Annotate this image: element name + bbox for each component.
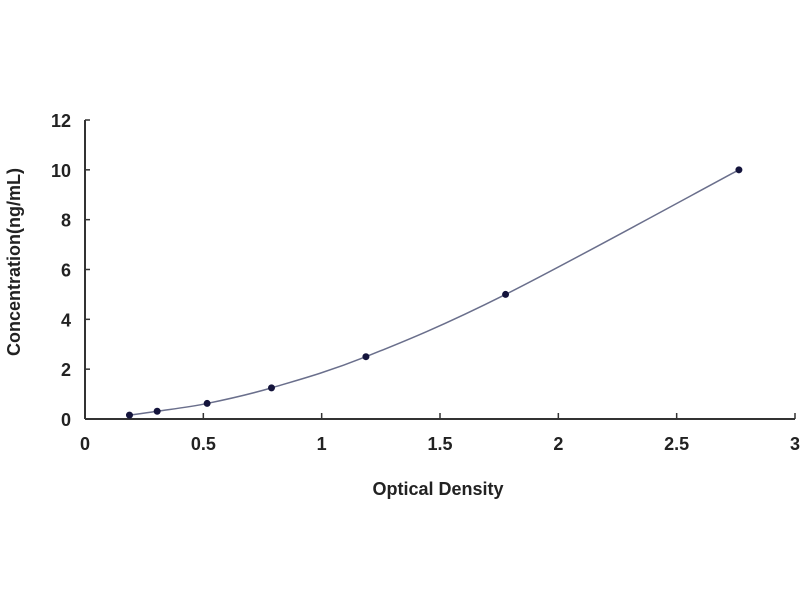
y-tick-label: 2 (61, 360, 71, 380)
data-point (267, 384, 275, 392)
x-tick-label: 1.5 (427, 434, 452, 454)
x-tick-labels: 0 0.5 1 1.5 2 2.5 3 (80, 434, 800, 454)
data-points (125, 166, 743, 419)
y-tick-label: 8 (61, 211, 71, 231)
y-axis-label: Concentration(ng/mL) (4, 168, 24, 356)
data-point (502, 290, 510, 298)
x-tick-label: 1 (317, 434, 327, 454)
x-axis-label: Optical Density (372, 479, 503, 499)
y-tick-labels: 0 2 4 6 8 10 12 (51, 111, 71, 430)
data-point (362, 353, 370, 361)
data-point (125, 411, 133, 419)
fit-curve (129, 169, 740, 416)
y-tick-label: 10 (51, 161, 71, 181)
data-point (735, 166, 743, 174)
data-point (153, 407, 161, 415)
x-tick-label: 0.5 (191, 434, 216, 454)
x-tick-label: 3 (790, 434, 800, 454)
y-tick-label: 6 (61, 261, 71, 281)
y-tick-label: 0 (61, 410, 71, 430)
axes (84, 119, 796, 420)
x-tick-label: 2.5 (664, 434, 689, 454)
data-point (203, 399, 211, 407)
y-tick-label: 4 (61, 310, 71, 330)
x-tick-label: 2 (553, 434, 563, 454)
x-tick-label: 0 (80, 434, 90, 454)
y-tick-label: 12 (51, 111, 71, 131)
